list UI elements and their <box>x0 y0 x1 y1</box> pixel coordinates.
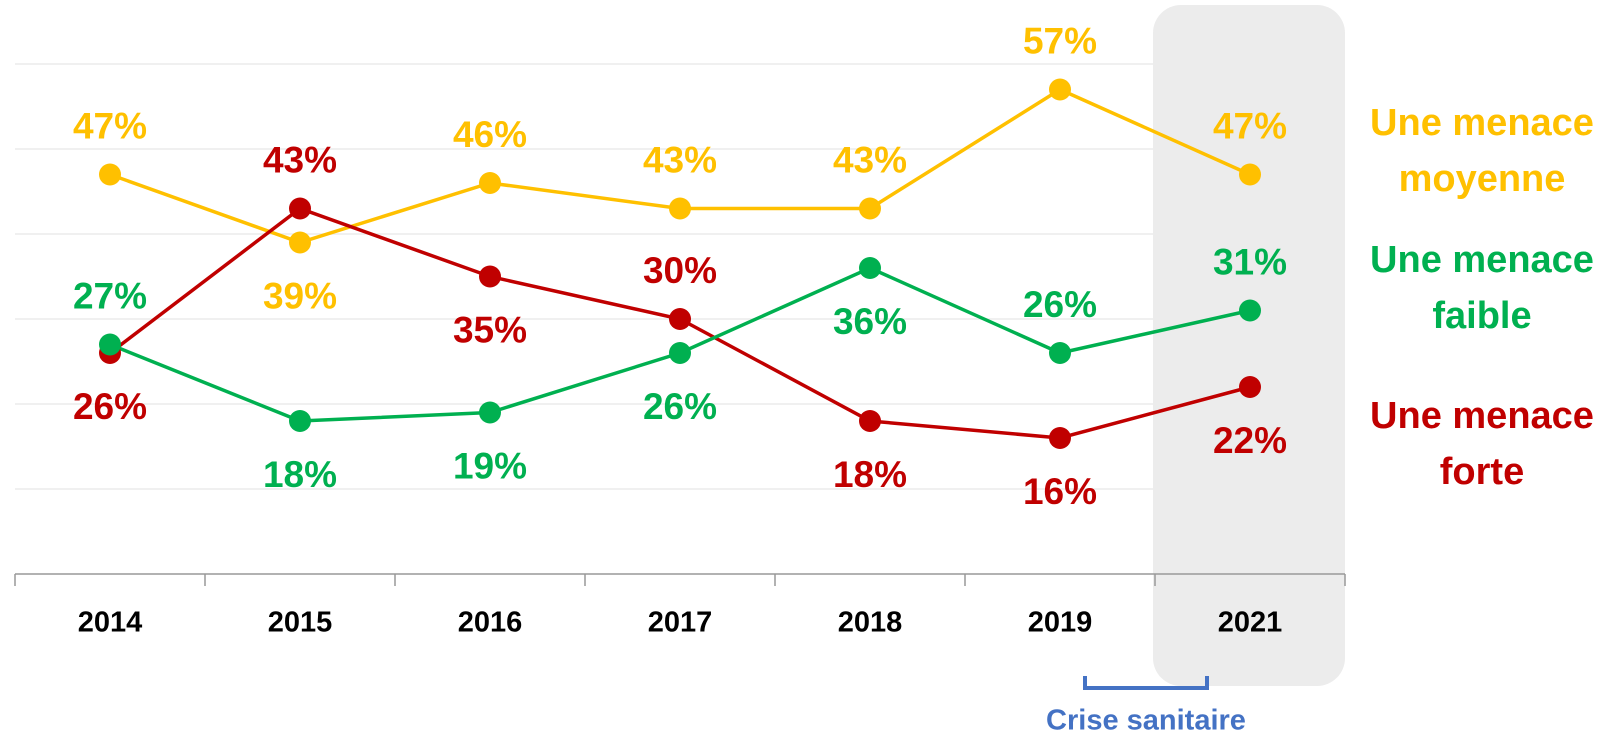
x-tick-label: 2016 <box>458 607 523 639</box>
data-label: 43% <box>263 139 337 180</box>
data-label: 31% <box>1213 241 1287 282</box>
data-label: 47% <box>1213 105 1287 146</box>
data-point <box>1049 78 1071 101</box>
x-tick-label: 2015 <box>268 607 333 639</box>
x-tick-label: 2021 <box>1218 607 1283 639</box>
data-label: 16% <box>1023 471 1097 512</box>
data-point <box>859 257 881 279</box>
data-point <box>289 231 311 254</box>
data-point <box>859 197 881 220</box>
data-point <box>99 163 121 186</box>
x-tick-label: 2019 <box>1028 607 1093 639</box>
data-label: 26% <box>643 386 717 427</box>
legend-entry: Une menace faible <box>1370 239 1594 337</box>
data-label: 18% <box>833 454 907 495</box>
data-point <box>1239 376 1261 398</box>
data-label: 35% <box>453 309 527 350</box>
data-point <box>1049 342 1071 364</box>
highlight-box <box>1153 5 1345 686</box>
data-point <box>289 197 311 220</box>
data-label: 30% <box>643 250 717 291</box>
x-tick-label: 2018 <box>838 607 903 639</box>
data-point <box>669 308 691 330</box>
legend-entry: Une menace forte <box>1370 395 1594 493</box>
data-label: 39% <box>263 275 337 316</box>
data-label: 27% <box>73 275 147 316</box>
data-label: 57% <box>1023 20 1097 61</box>
data-point <box>1239 163 1261 186</box>
data-label: 18% <box>263 454 337 495</box>
data-point <box>479 401 501 424</box>
data-point <box>479 265 501 288</box>
data-label: 22% <box>1213 420 1287 461</box>
data-point <box>479 172 501 194</box>
data-label: 26% <box>1023 284 1097 325</box>
data-point <box>669 197 691 220</box>
data-point <box>1239 299 1261 322</box>
data-label: 46% <box>453 114 527 155</box>
data-point <box>669 342 691 364</box>
data-label: 26% <box>73 386 147 427</box>
annotation: Crise sanitaire <box>1046 705 1246 736</box>
data-point <box>99 333 121 356</box>
data-label: 36% <box>833 301 907 342</box>
annotation-bracket <box>1083 676 1209 690</box>
data-label: 43% <box>643 139 717 180</box>
data-label: 43% <box>833 139 907 180</box>
data-label: 19% <box>453 445 527 486</box>
data-point <box>859 410 881 432</box>
x-tick-label: 2014 <box>78 607 143 639</box>
data-point <box>289 410 311 432</box>
x-tick-label: 2017 <box>648 607 713 639</box>
data-label: 47% <box>73 105 147 146</box>
data-point <box>1049 427 1071 449</box>
legend-entry: Une menace moyenne <box>1370 102 1594 200</box>
